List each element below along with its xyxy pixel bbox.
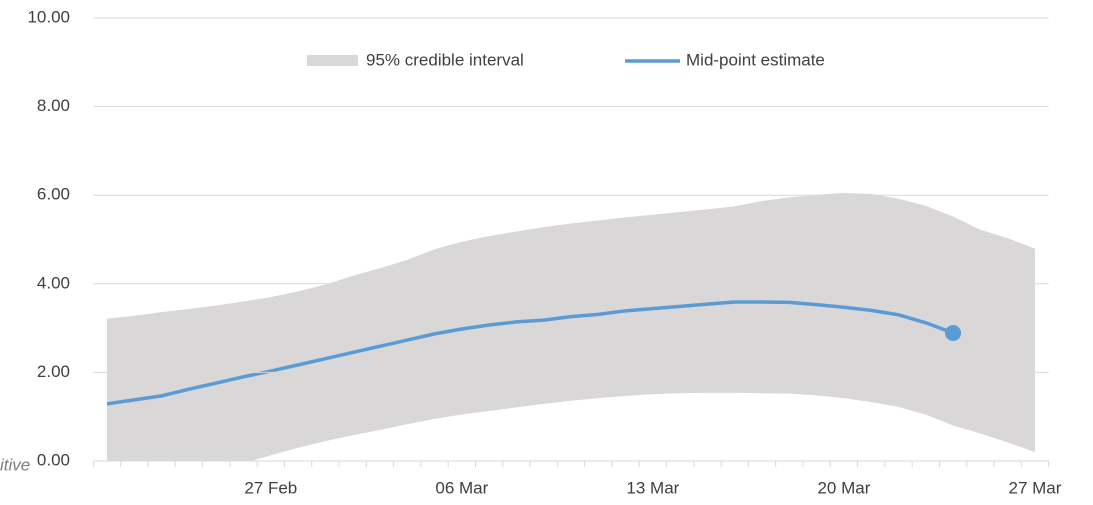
credible-band xyxy=(107,192,1035,461)
annotation: itive xyxy=(0,455,30,474)
y-tick-label: 0.00 xyxy=(37,450,70,469)
x-tick-label: 20 Mar xyxy=(817,478,870,497)
estimate-line xyxy=(106,300,954,406)
legend-label: Mid-point estimate xyxy=(686,50,825,69)
legend-swatch xyxy=(307,55,358,66)
end-marker xyxy=(945,324,962,341)
y-tick-label: 6.00 xyxy=(37,185,70,204)
y-tick-label: 8.00 xyxy=(37,96,70,115)
x-tick-label: 27 Mar xyxy=(1008,478,1061,497)
x-tick-label: 27 Feb xyxy=(244,478,297,497)
plot-area xyxy=(106,192,1035,461)
x-tick-label: 13 Mar xyxy=(626,478,679,497)
y-tick-label: 2.00 xyxy=(37,362,70,381)
y-tick-label: 4.00 xyxy=(37,273,70,292)
legend-label: 95% credible interval xyxy=(366,50,524,69)
x-tick-label: 06 Mar xyxy=(435,478,488,497)
y-tick-label: 10.00 xyxy=(27,7,70,26)
